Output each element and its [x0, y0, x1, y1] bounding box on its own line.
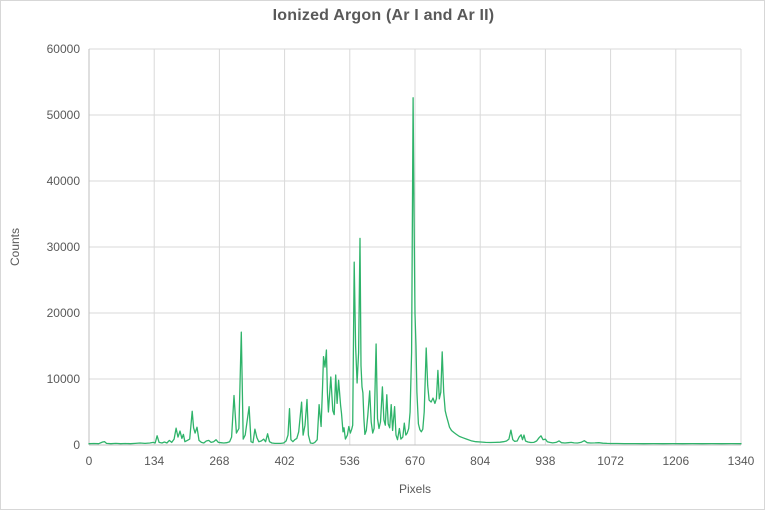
y-tick-label: 0 [73, 438, 80, 452]
y-tick-label: 50000 [47, 108, 81, 122]
y-tick-label: 20000 [47, 306, 81, 320]
x-tick-label: 536 [340, 454, 360, 468]
x-tick-label: 1072 [597, 454, 624, 468]
y-tick-label: 60000 [47, 42, 81, 56]
x-tick-label: 268 [209, 454, 229, 468]
x-tick-label: 670 [405, 454, 425, 468]
x-tick-label: 134 [144, 454, 164, 468]
x-tick-label: 1340 [728, 454, 755, 468]
x-tick-label: 804 [470, 454, 490, 468]
y-tick-label: 30000 [47, 240, 81, 254]
x-tick-label: 938 [535, 454, 555, 468]
chart-title: Ionized Argon (Ar I and Ar II) [272, 7, 495, 24]
spectrum-line-series [88, 97, 742, 445]
y-tick-label: 40000 [47, 174, 81, 188]
x-tick-label: 0 [86, 454, 93, 468]
y-axis-title: Counts [8, 228, 22, 266]
x-tick-label: 1206 [662, 454, 689, 468]
x-tick-label: 402 [275, 454, 295, 468]
y-tick-label: 10000 [47, 372, 81, 386]
x-axis-title: Pixels [399, 482, 431, 496]
